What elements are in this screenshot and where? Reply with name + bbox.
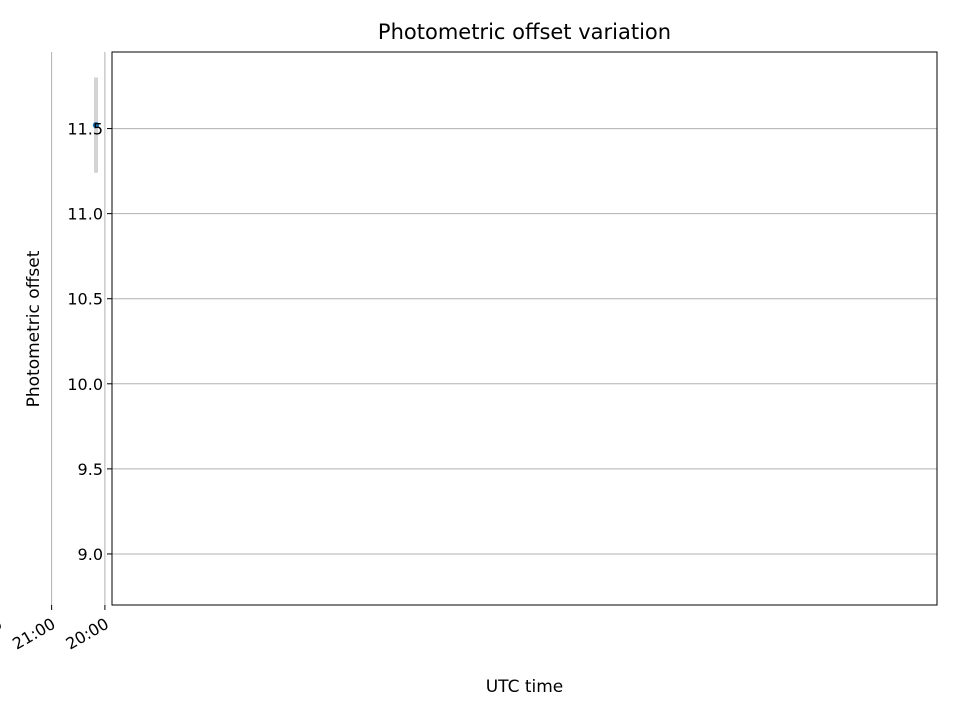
chart-title: Photometric offset variation — [378, 20, 671, 44]
data-point — [92, 121, 100, 129]
grid-lines — [51, 52, 937, 605]
y-tick-label: 11.0 — [67, 205, 103, 224]
y-tick-label: 9.0 — [78, 545, 103, 564]
y-tick-label: 11.5 — [67, 120, 103, 139]
y-tick-label: 10.5 — [67, 290, 103, 309]
x-axis-label: UTC time — [486, 677, 564, 697]
y-axis-ticks: 9.0 9.5 10.0 10.5 11.0 11.5 — [67, 120, 112, 564]
data-points — [92, 121, 100, 129]
y-tick-label: 10.0 — [67, 375, 103, 394]
y-tick-label: 9.5 — [78, 460, 103, 479]
plot-frame — [111, 51, 938, 606]
y-axis-label: Photometric offset — [24, 250, 44, 407]
